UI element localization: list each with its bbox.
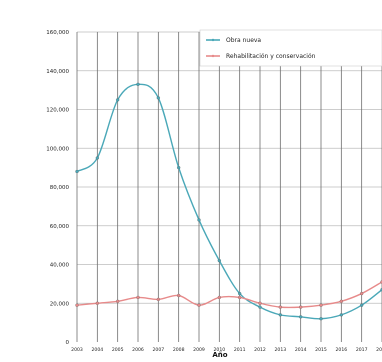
x-tick-label: 2015 (315, 347, 327, 353)
data-point (217, 258, 221, 263)
x-tick-label: 2014 (295, 347, 307, 353)
data-point (238, 295, 242, 300)
x-axis-ticks: 2003 2004 2005 2006 2007 2008 2009 2010 2011 2012… (71, 347, 382, 353)
data-point (299, 305, 303, 309)
data-point (319, 317, 323, 321)
y-tick-label: 160,000 (46, 30, 69, 36)
x-tick-label: 2018 (376, 347, 382, 353)
data-point (278, 305, 282, 309)
data-point (116, 98, 120, 102)
grid-lines (76, 31, 382, 342)
data-point (339, 299, 343, 303)
series-markers (75, 82, 382, 321)
data-point (156, 297, 160, 302)
x-tick-label: 2009 (193, 347, 205, 353)
data-point (116, 299, 120, 303)
data-point (75, 303, 79, 307)
data-point (217, 295, 221, 300)
x-tick-label: 2017 (356, 347, 368, 353)
series-lines (76, 83, 382, 320)
x-tick-label: 2010 (213, 347, 225, 353)
x-tick-label: 2005 (112, 347, 124, 353)
data-point (197, 303, 201, 307)
data-point (339, 313, 343, 317)
data-point (95, 156, 99, 160)
x-tick-label: 2003 (71, 347, 83, 353)
x-tick-label: 2006 (132, 347, 144, 353)
y-tick-label: 140,000 (46, 69, 69, 75)
data-point (360, 291, 364, 296)
series-line-0 (76, 83, 382, 320)
y-tick-label: 120,000 (46, 108, 69, 114)
y-tick-label: 60,000 (50, 224, 70, 230)
y-tick-label: 40,000 (50, 263, 70, 269)
x-axis-title: Año (212, 351, 227, 359)
legend-box (199, 29, 382, 67)
legend-label-obra-nueva: Obra nueva (226, 37, 261, 44)
y-tick-label: 0 (66, 340, 70, 346)
data-point (95, 301, 99, 305)
y-tick-label: 100,000 (46, 146, 69, 152)
x-tick-label: 2007 (152, 347, 164, 353)
legend-marker-obra-nueva (211, 38, 215, 42)
x-tick-label: 2008 (173, 347, 185, 353)
data-point (360, 303, 364, 307)
data-point (156, 96, 160, 100)
data-point (197, 218, 201, 222)
data-point (75, 169, 79, 174)
data-point (136, 82, 140, 86)
data-point (299, 315, 303, 319)
data-point (319, 303, 323, 307)
y-tick-label: 80,000 (50, 185, 70, 191)
data-point (258, 301, 262, 305)
data-point (278, 313, 282, 317)
data-point (238, 291, 242, 296)
x-tick-label: 2004 (91, 347, 103, 353)
data-point (258, 305, 262, 309)
series-line-1 (76, 281, 382, 309)
data-point (177, 293, 181, 298)
y-axis-ticks: 0 20,000 40,000 60,000 80,000 100,000 120,000 1… (46, 30, 69, 346)
x-tick-label: 2012 (254, 347, 266, 353)
legend-label-rehabilitacion: Rehabilitación y conservación (226, 53, 316, 60)
y-tick-label: 20,000 (50, 301, 70, 307)
x-tick-label: 2013 (274, 347, 286, 353)
data-point (136, 295, 140, 300)
data-point (177, 165, 181, 170)
x-tick-label: 2016 (335, 347, 347, 353)
legend-marker-rehabilitacion (211, 54, 215, 58)
x-tick-label: 2011 (234, 347, 246, 353)
legend: Obra nueva Rehabilitación y conservación (199, 29, 382, 67)
